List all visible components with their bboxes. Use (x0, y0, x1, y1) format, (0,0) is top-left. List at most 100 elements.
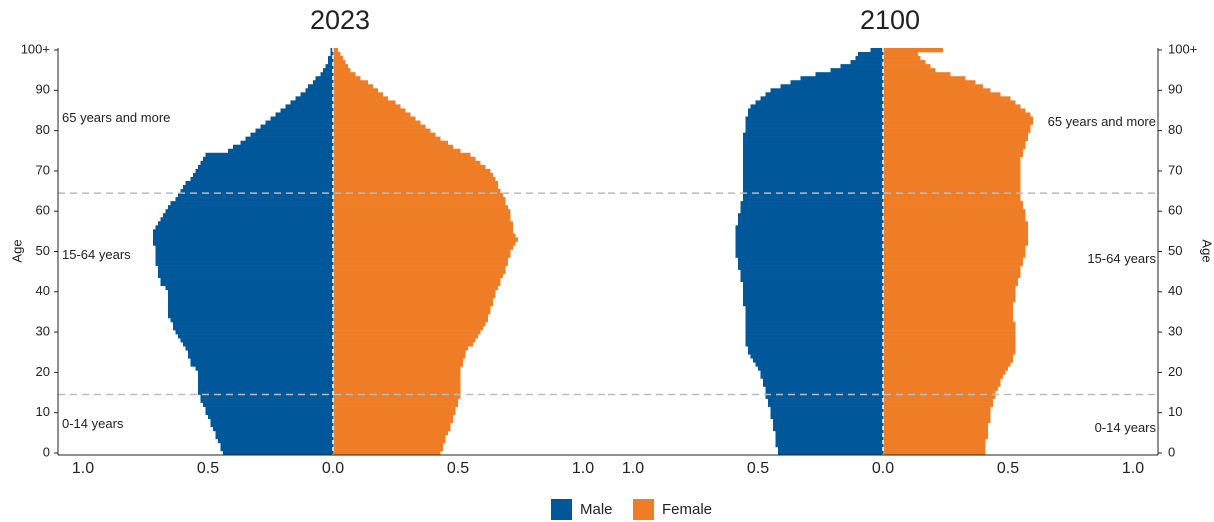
bar (333, 281, 501, 287)
bar (883, 229, 1028, 234)
x-tick-label: 0.5 (447, 460, 469, 477)
bar (883, 326, 1016, 331)
bar (883, 160, 1021, 166)
bar (743, 180, 883, 186)
bar (883, 116, 1033, 121)
bar (153, 229, 333, 234)
bar (333, 104, 401, 109)
bar (883, 418, 991, 424)
bar (883, 64, 931, 69)
bar (208, 414, 333, 420)
bar (333, 261, 508, 266)
bar (743, 297, 883, 303)
y-tick-label: 100+ (21, 41, 50, 56)
bar (333, 233, 516, 238)
bar (738, 257, 883, 262)
bar (735, 229, 883, 234)
bar (883, 366, 1008, 371)
bar (740, 201, 883, 206)
bar (883, 297, 1016, 303)
bar (883, 164, 1021, 170)
bar (743, 293, 883, 299)
x-tick-label: 0.5 (747, 460, 769, 477)
bar (195, 168, 333, 174)
bar (333, 277, 501, 283)
bar (883, 289, 1016, 295)
bar (333, 370, 461, 375)
y-tick-label: 10 (1168, 404, 1182, 419)
y-tick-label: 50 (36, 243, 50, 258)
bar (328, 56, 333, 61)
bar (333, 257, 508, 262)
bar (155, 245, 333, 250)
bar (743, 148, 883, 154)
x-tick-label: 1.0 (572, 460, 594, 477)
bar (333, 346, 468, 351)
y-tick-label: 40 (36, 283, 50, 298)
bar (333, 205, 508, 210)
bar (883, 136, 1028, 141)
bar (883, 442, 986, 448)
bar (325, 64, 333, 69)
bar (190, 176, 333, 182)
bar (333, 410, 456, 416)
bar (743, 301, 883, 307)
bar (203, 156, 333, 162)
bar (743, 160, 883, 166)
bar (333, 140, 448, 146)
bar (333, 128, 431, 133)
bar (178, 334, 333, 339)
bar (883, 285, 1016, 291)
bar (883, 293, 1016, 299)
bar (883, 217, 1026, 222)
bar (198, 370, 333, 375)
bar (800, 76, 883, 81)
bar (778, 450, 883, 456)
bar (333, 180, 498, 186)
bar (333, 217, 511, 222)
bar (240, 140, 333, 146)
bar (740, 273, 883, 278)
bar (333, 342, 473, 347)
bar (315, 76, 333, 81)
y-tick-label: 90 (36, 82, 50, 97)
panel-title: 2100 (860, 5, 920, 35)
bar (333, 330, 481, 335)
bar (185, 180, 333, 186)
bar (333, 209, 511, 214)
bar (260, 124, 333, 129)
bar (883, 56, 921, 61)
bar (333, 241, 516, 246)
bar (333, 273, 503, 278)
bar (245, 136, 333, 141)
bar (883, 358, 1013, 363)
panel-title: 2023 (310, 5, 370, 35)
bar (333, 253, 511, 258)
bar (740, 269, 883, 274)
bar (160, 277, 333, 283)
bar (190, 358, 333, 363)
bar (305, 88, 333, 93)
bar (333, 56, 343, 61)
bar (333, 309, 491, 315)
bar (883, 414, 991, 420)
legend-swatch (551, 499, 572, 520)
bar (883, 48, 943, 53)
bar (333, 213, 511, 218)
bar (763, 382, 883, 387)
bar (333, 402, 458, 407)
bar (168, 305, 333, 311)
annotation: 0-14 years (1095, 420, 1157, 435)
bar (745, 338, 883, 343)
x-tick-label: 0.5 (997, 460, 1019, 477)
bar (773, 426, 883, 432)
bar (760, 374, 883, 379)
y-tick-label: 50 (1168, 243, 1182, 258)
annotation: 15-64 years (1087, 251, 1156, 266)
bar (333, 426, 451, 432)
bar (333, 362, 463, 367)
bar (333, 293, 496, 299)
bar (215, 434, 333, 440)
bar (333, 120, 421, 125)
bar (883, 225, 1028, 230)
